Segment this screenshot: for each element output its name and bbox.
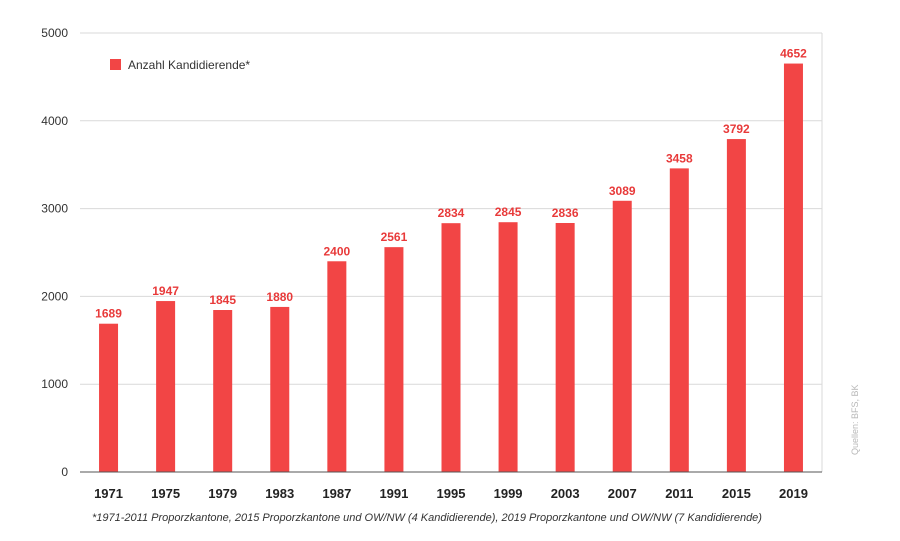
data-label: 2834 [438, 206, 465, 220]
x-tick-label: 2015 [722, 486, 751, 501]
x-tick-label: 2003 [551, 486, 580, 501]
bar-1971 [99, 323, 119, 472]
data-label: 1689 [95, 307, 122, 321]
x-tick-label: 2011 [665, 486, 693, 501]
bar-2011 [669, 168, 689, 472]
bar-1983 [270, 306, 290, 472]
x-axis-ticks: 1971 1975 1979 1983 1987 1991 1995 1999 2003 2007… [94, 486, 808, 501]
bar-1975 [156, 301, 176, 472]
data-labels: 1689 1947 1845 1880 2400 2561 2834 2845 2836 3089… [95, 47, 807, 321]
bar-2007 [612, 200, 632, 472]
data-label: 1880 [266, 290, 293, 304]
data-label: 3089 [609, 184, 636, 198]
x-tick-label: 2019 [779, 486, 808, 501]
x-tick-label: 1995 [437, 486, 466, 501]
x-tick-label: 1987 [322, 486, 351, 501]
y-axis-ticks: 0 1000 2000 3000 4000 5000 [41, 26, 68, 479]
data-label: 3792 [723, 122, 750, 136]
bar-1991 [384, 247, 404, 472]
y-tick-label: 0 [61, 465, 68, 479]
x-tick-label: 1975 [151, 486, 180, 501]
x-tick-label: 1983 [265, 486, 294, 501]
data-label: 2836 [552, 206, 579, 220]
bar-1999 [498, 222, 518, 472]
y-tick-label: 3000 [41, 202, 68, 216]
x-tick-label: 1971 [94, 486, 123, 501]
bar-1987 [327, 261, 347, 472]
bar-1995 [441, 223, 461, 472]
legend-label: Anzahl Kandidierende* [128, 58, 250, 72]
data-label: 1947 [152, 284, 179, 298]
data-label: 2561 [381, 230, 408, 244]
data-label: 2400 [323, 244, 350, 258]
data-label: 1845 [209, 293, 236, 307]
bar-1979 [213, 310, 233, 472]
gridlines [80, 32, 823, 472]
bar-2019 [783, 63, 803, 472]
x-tick-label: 2007 [608, 486, 637, 501]
bar-2015 [726, 139, 746, 473]
footnote: *1971-2011 Proporzkantone, 2015 Proporzk… [92, 512, 762, 524]
legend: Anzahl Kandidierende* [110, 58, 250, 72]
y-tick-label: 5000 [41, 26, 68, 40]
y-tick-label: 4000 [41, 114, 68, 128]
x-tick-label: 1999 [494, 486, 523, 501]
y-tick-label: 2000 [41, 289, 68, 303]
data-label: 2845 [495, 205, 522, 219]
bars [99, 63, 803, 473]
source-note: Quellen: BFS, BK [850, 384, 860, 455]
x-tick-label: 1991 [379, 486, 408, 501]
data-label: 4652 [780, 47, 807, 61]
x-tick-label: 1979 [208, 486, 237, 501]
data-label: 3458 [666, 151, 693, 165]
bar-2003 [555, 222, 575, 472]
legend-swatch [110, 59, 121, 70]
y-tick-label: 1000 [41, 377, 68, 391]
